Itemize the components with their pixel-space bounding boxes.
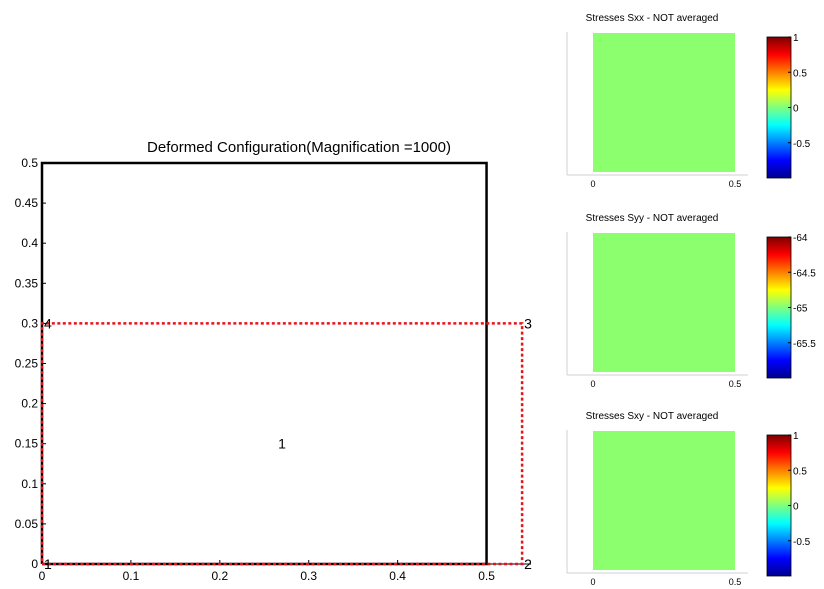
node-label: 1	[44, 556, 52, 572]
y-tick-label: 0.05	[15, 517, 39, 531]
y-tick-label: 0.25	[15, 357, 39, 371]
colorbar-tick-label: 1	[793, 33, 799, 44]
deformed-outline	[40, 322, 524, 566]
main-plot-node-labels: 1 2 3 4 1	[44, 315, 532, 572]
colorbar	[766, 36, 792, 179]
colorbar-tick-label: 0.5	[793, 68, 807, 79]
x-tick-label: 0.2	[211, 569, 228, 583]
y-tick-label: 0.4	[21, 236, 38, 250]
colorbar-tick-label: 0.5	[793, 466, 807, 477]
y-tick-label: 0.45	[15, 196, 39, 210]
stress-syy-title: Stresses Syy - NOT averaged	[586, 213, 719, 224]
colorbar-tick-label: -64	[793, 233, 808, 244]
y-tick-label: 0.1	[21, 477, 38, 491]
x-tick-label: 0.1	[123, 569, 140, 583]
y-tick-label: 0.35	[15, 276, 39, 290]
colorbar-tick-label: -0.5	[793, 537, 811, 548]
subplot-x-tick-label: 0	[590, 179, 595, 189]
stress-field-fill	[593, 431, 735, 570]
undeformed-outline	[40, 161, 488, 566]
subplot-x-tick-label: 0.5	[729, 179, 742, 189]
colorbar-tick-label: -65	[793, 304, 808, 315]
stress-field-fill	[593, 233, 735, 372]
stress-field-fill	[593, 33, 735, 172]
stress-syy-subplot: Stresses Syy - NOT averaged 0 0.5 -64 -64.5…	[566, 213, 816, 389]
stress-sxy-title: Stresses Sxy - NOT averaged	[586, 411, 719, 422]
y-tick-label: 0	[31, 557, 38, 571]
colorbar-tick-label: -64.5	[793, 268, 816, 279]
colorbar	[766, 434, 792, 577]
x-tick-label: 0	[39, 569, 46, 583]
node-label: 2	[524, 556, 532, 572]
subplot-x-tick-label: 0	[590, 577, 595, 587]
colorbar	[766, 236, 792, 379]
deformed-configuration-plot: Deformed Configuration(Magnification =10…	[15, 139, 532, 583]
colorbar-tick-label: 0	[793, 104, 799, 115]
x-tick-label: 0.3	[300, 569, 317, 583]
stress-sxx-title: Stresses Sxx - NOT averaged	[586, 13, 719, 24]
colorbar-tick-label: 1	[793, 431, 799, 442]
colorbar-tick-label: 0	[793, 502, 799, 513]
main-plot-series	[40, 161, 524, 566]
y-tick-label: 0.3	[21, 316, 38, 330]
y-tick-label: 0.5	[21, 156, 38, 170]
subplot-x-tick-label: 0	[590, 379, 595, 389]
stress-sxy-subplot: Stresses Sxy - NOT averaged 0 0.5 1 0.5 0 -0.…	[566, 411, 811, 587]
element-label: 1	[278, 436, 286, 452]
stress-sxx-subplot: Stresses Sxx - NOT averaged 0 0.5 1 0.5 0 -0.…	[566, 13, 811, 189]
subplot-x-tick-label: 0.5	[729, 379, 742, 389]
colorbar-tick-label: -65.5	[793, 339, 816, 350]
y-tick-label: 0.15	[15, 437, 39, 451]
node-label: 3	[524, 315, 532, 331]
subplot-x-tick-label: 0.5	[729, 577, 742, 587]
y-tick-label: 0.2	[21, 397, 38, 411]
main-plot-axes: 0 0.1 0.2 0.3 0.4 0.5 0 0.05 0.1 0.15 0.2 0.25 0.3 0.…	[15, 156, 531, 583]
colorbar-tick-label: -0.5	[793, 139, 811, 150]
x-tick-label: 0.5	[478, 569, 495, 583]
main-plot-title: Deformed Configuration(Magnification =10…	[147, 139, 451, 156]
node-label: 4	[44, 315, 52, 331]
x-tick-label: 0.4	[389, 569, 406, 583]
